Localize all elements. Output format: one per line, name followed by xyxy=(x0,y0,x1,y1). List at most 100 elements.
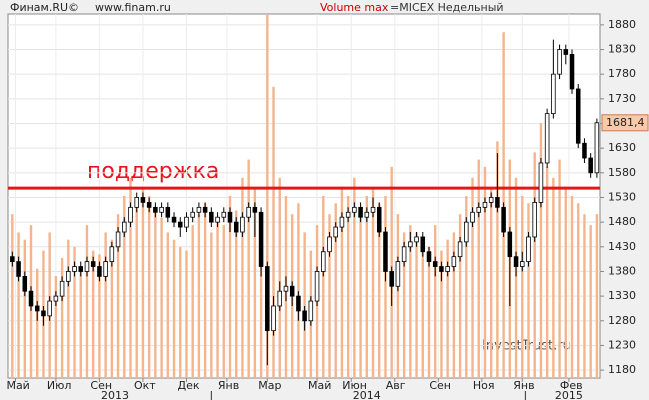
volume-bar xyxy=(235,210,238,378)
y-tick-label: 1430 xyxy=(608,240,636,253)
volume-bar xyxy=(427,246,431,378)
candle-body xyxy=(414,236,419,243)
candle-body xyxy=(265,266,270,332)
candle-body xyxy=(227,211,233,223)
volume-bar xyxy=(446,239,449,378)
candle-body xyxy=(240,216,245,233)
x-tick-label: Июл xyxy=(47,379,72,392)
volume-bar xyxy=(23,239,26,378)
candle-body xyxy=(358,206,363,218)
candle-body xyxy=(28,290,34,307)
volume-bar xyxy=(191,225,194,378)
candle-body xyxy=(72,266,77,272)
y-tick-label: 1880 xyxy=(608,18,636,31)
x-tick-label: Мар xyxy=(258,379,281,392)
volume-bar xyxy=(123,196,126,378)
candle-body xyxy=(451,256,457,267)
candle-body xyxy=(177,221,183,228)
volume-bar xyxy=(489,188,493,378)
volume-bar xyxy=(365,196,369,378)
candle-body xyxy=(296,295,301,312)
y-tick-label: 1280 xyxy=(608,314,636,327)
volume-bar xyxy=(85,225,89,378)
candle-body xyxy=(246,206,251,218)
volume-bar xyxy=(216,217,219,378)
volume-bar xyxy=(552,177,555,378)
candle-body xyxy=(401,246,407,262)
volume-bar xyxy=(36,268,39,378)
candle-body xyxy=(364,211,370,218)
candle-body xyxy=(488,197,494,203)
volume-bar xyxy=(141,188,145,378)
y-tick-label: 1330 xyxy=(608,289,636,302)
volume-bar xyxy=(228,196,232,378)
candle-body xyxy=(383,231,388,272)
volume-bar xyxy=(589,225,592,378)
candle-body xyxy=(563,49,569,55)
x-tick-label: Май xyxy=(6,379,29,392)
volume-bar xyxy=(278,177,281,378)
volume-bar xyxy=(471,177,474,378)
candle-body xyxy=(115,231,121,248)
volume-bar xyxy=(583,214,586,378)
volume-bar xyxy=(346,196,350,378)
candle-body xyxy=(538,162,544,203)
candle-body xyxy=(520,261,525,267)
candle-body xyxy=(233,221,239,233)
volume-bar xyxy=(514,177,518,378)
candle-body xyxy=(252,206,258,213)
candle-body xyxy=(544,113,550,164)
volume-bar xyxy=(179,246,182,378)
volume-bar xyxy=(110,239,114,378)
volume-bar xyxy=(402,232,406,378)
volume-bar xyxy=(527,203,530,378)
volume-bar xyxy=(222,225,225,378)
volume-bar xyxy=(166,232,170,378)
volume-bar xyxy=(458,214,462,378)
y-tick-label: 1830 xyxy=(608,43,636,56)
volume-bar xyxy=(172,239,176,378)
candle-body xyxy=(171,216,177,223)
volume-bar xyxy=(98,254,101,378)
y-tick-label: 1380 xyxy=(608,264,636,277)
volume-bar xyxy=(533,152,536,378)
candle-body xyxy=(302,310,307,322)
candle-body xyxy=(109,246,115,262)
volume-bar xyxy=(396,214,400,378)
volume-bar xyxy=(266,14,269,378)
candle-body xyxy=(134,197,139,208)
y-tick-label: 1630 xyxy=(608,141,636,154)
volume-bar xyxy=(421,239,424,378)
candle-body xyxy=(190,211,195,218)
candle-body xyxy=(22,275,28,292)
candle-body xyxy=(97,266,102,277)
volume-bar xyxy=(253,188,257,378)
year-label: 2014 xyxy=(353,389,381,400)
volume-bar xyxy=(104,232,107,378)
volume-bar xyxy=(595,214,599,378)
candle-body xyxy=(196,206,202,213)
candle-body xyxy=(464,221,469,243)
candle-body xyxy=(321,251,326,272)
candle-body xyxy=(476,206,482,213)
instrument: =MICEX Недельный xyxy=(390,1,504,14)
candle-body xyxy=(588,157,593,174)
candle-body xyxy=(594,122,600,174)
volume-legend: Volume max xyxy=(320,1,389,14)
y-tick-label: 1230 xyxy=(608,338,636,351)
volume-bar xyxy=(521,196,524,378)
volume-bar xyxy=(54,276,58,378)
candle-body xyxy=(439,266,444,272)
volume-bar xyxy=(17,232,20,378)
volume-bar xyxy=(197,214,201,378)
x-tick-label: Май xyxy=(308,379,331,392)
candle-body xyxy=(327,236,332,253)
candle-body xyxy=(90,261,96,267)
candle-body xyxy=(258,211,264,267)
volume-bar xyxy=(60,257,64,378)
y-tick-label: 1730 xyxy=(608,92,636,105)
volume-bar xyxy=(210,232,213,378)
volume-bar xyxy=(297,203,300,378)
candle-body xyxy=(271,305,276,332)
volume-bar xyxy=(129,177,132,378)
